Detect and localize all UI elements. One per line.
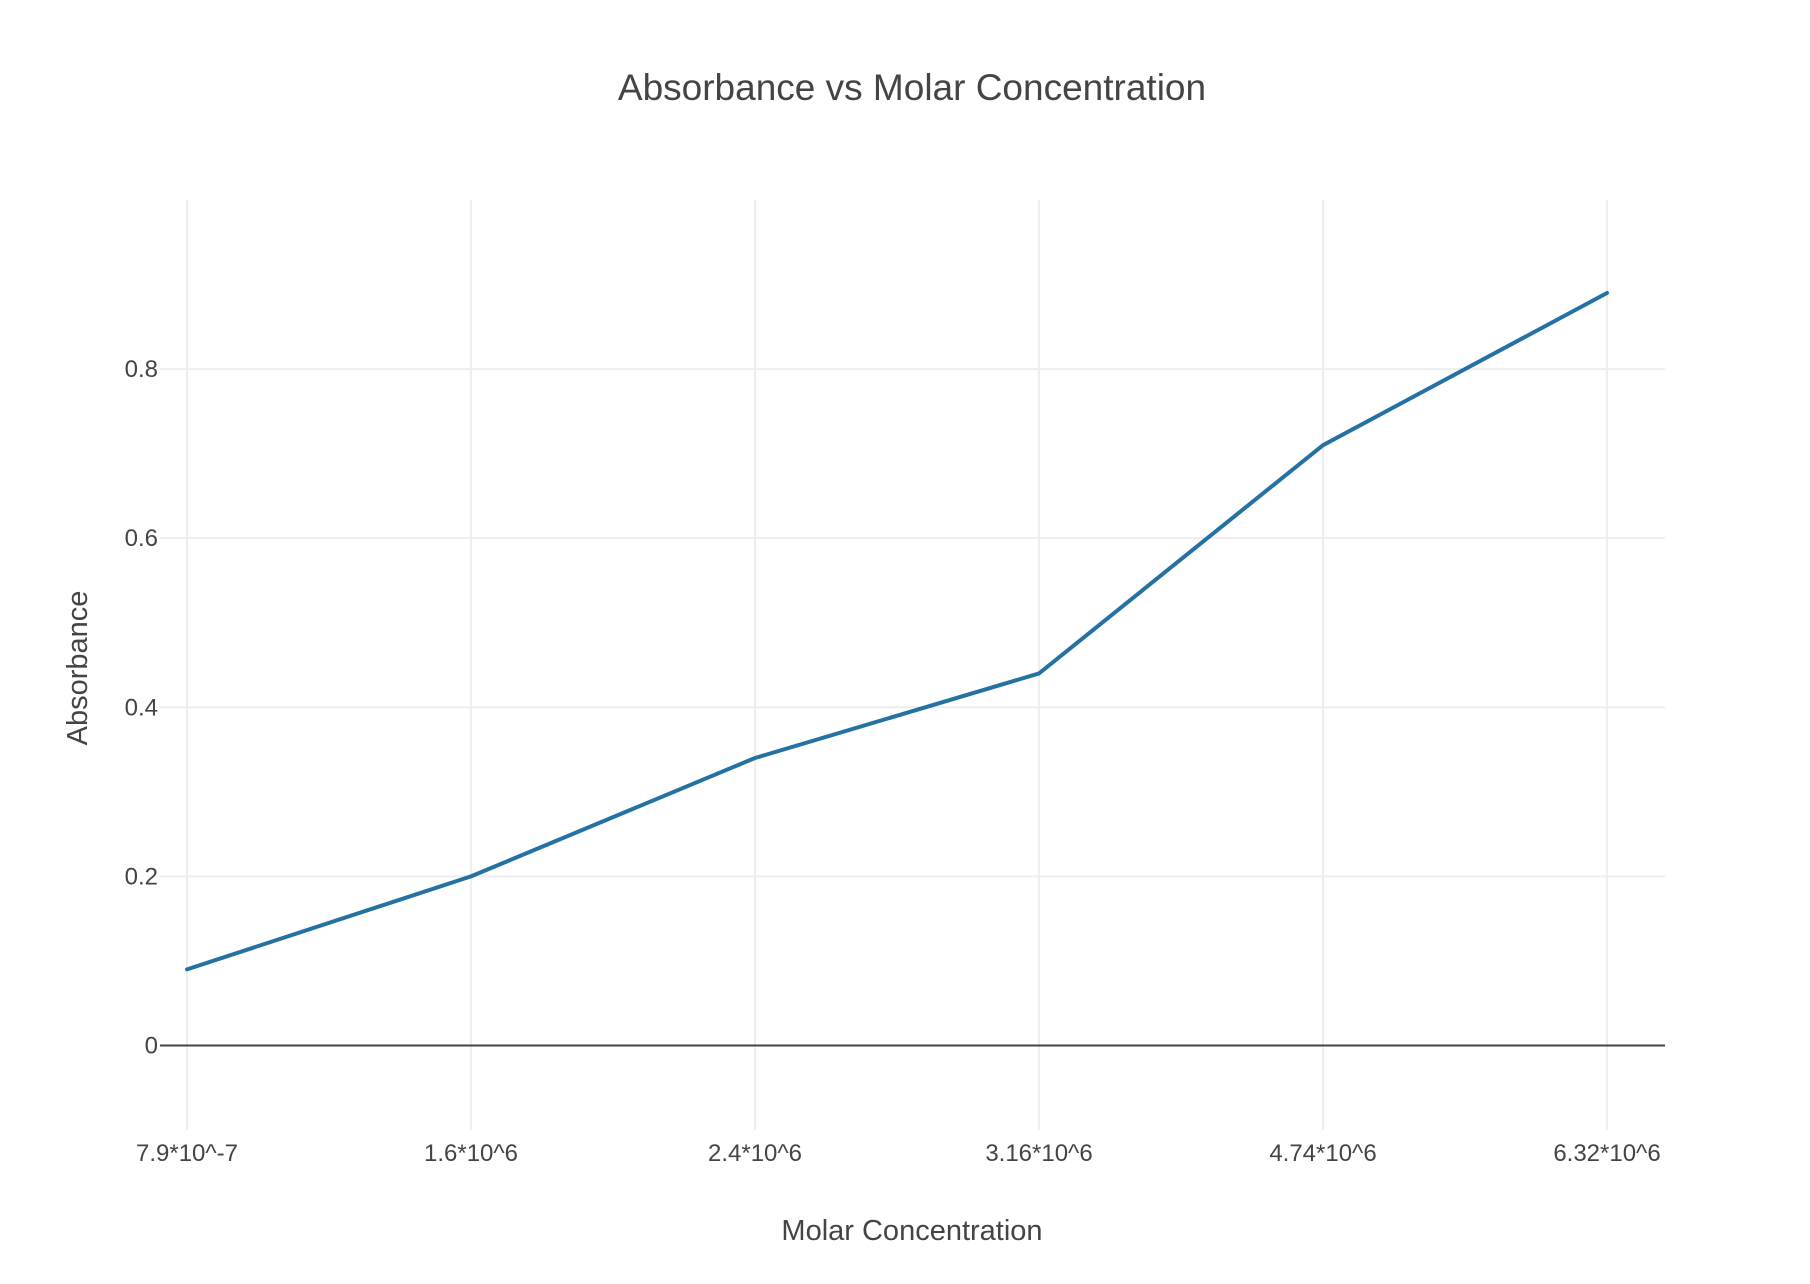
y-tick-label: 0.6 <box>125 525 158 552</box>
x-tick-label: 4.74*10^6 <box>1269 1140 1376 1167</box>
y-axis-title: Absorbance <box>62 591 94 746</box>
y-tick-label: 0.2 <box>125 863 158 890</box>
chart-title: Absorbance vs Molar Concentration <box>618 67 1206 108</box>
series-line <box>185 291 1609 972</box>
x-tick-label: 3.16*10^6 <box>985 1140 1092 1167</box>
x-tick-labels: 7.9*10^-7 1.6*10^6 2.4*10^6 3.16*10^6 4.74*1… <box>136 1140 1661 1167</box>
x-tick-label: 7.9*10^-7 <box>136 1140 238 1167</box>
y-tick-label: 0.4 <box>125 694 158 721</box>
y-tick-label: 0.8 <box>125 356 158 383</box>
y-tick-labels: 0 0.2 0.4 0.6 0.8 <box>125 356 158 1059</box>
y-tick-label: 0 <box>145 1032 158 1059</box>
x-gridlines <box>186 200 1608 1130</box>
x-tick-label: 1.6*10^6 <box>424 1140 518 1167</box>
x-tick-label: 6.32*10^6 <box>1553 1140 1660 1167</box>
series-group <box>185 291 1609 972</box>
x-axis-title: Molar Concentration <box>781 1215 1042 1247</box>
x-tick-label: 2.4*10^6 <box>708 1140 802 1167</box>
y-gridlines <box>160 368 1665 878</box>
